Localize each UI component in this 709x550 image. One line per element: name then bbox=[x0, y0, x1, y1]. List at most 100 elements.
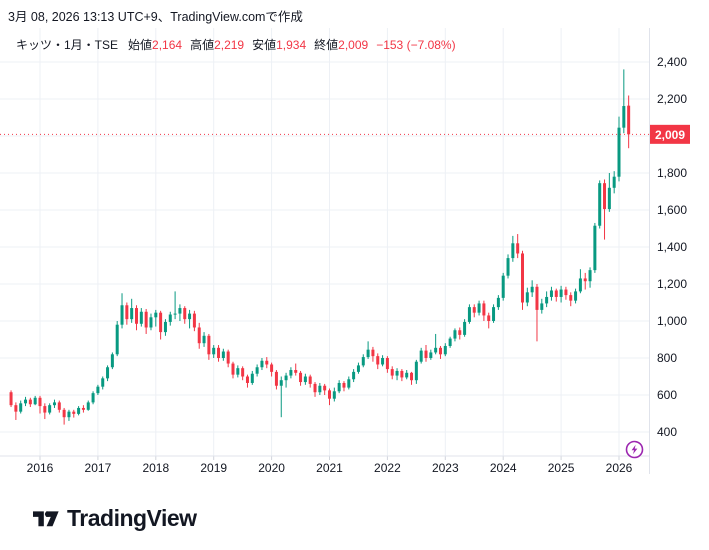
candle-body bbox=[482, 303, 486, 316]
time-axis-label[interactable]: 2021 bbox=[316, 461, 343, 475]
time-axis-label[interactable]: 2019 bbox=[200, 461, 227, 475]
price-axis-label[interactable]: 1,000 bbox=[657, 314, 687, 328]
price-axis-label[interactable]: 1,600 bbox=[657, 203, 687, 217]
tradingview-watermark[interactable]: TradingView bbox=[33, 505, 197, 532]
candle-body bbox=[458, 330, 462, 335]
candle-body bbox=[250, 373, 254, 383]
candle-body bbox=[299, 372, 303, 383]
candle-body bbox=[356, 365, 360, 372]
time-axis-label[interactable]: 2018 bbox=[142, 461, 169, 475]
candle-body bbox=[328, 390, 331, 399]
price-axis-label[interactable]: 1,800 bbox=[657, 166, 687, 180]
candle-body bbox=[438, 347, 442, 355]
price-axis-label[interactable]: 1,400 bbox=[657, 240, 687, 254]
candle-body bbox=[516, 243, 520, 254]
price-axis-label[interactable]: 800 bbox=[657, 351, 677, 365]
candle-body bbox=[405, 372, 409, 378]
candle-body bbox=[217, 347, 221, 358]
candle-body bbox=[588, 270, 592, 282]
candle-body bbox=[318, 385, 322, 393]
candle-body bbox=[530, 286, 534, 293]
candle-body bbox=[72, 411, 76, 414]
candle-body bbox=[279, 380, 283, 386]
candle-body bbox=[110, 354, 114, 368]
flash-icon[interactable] bbox=[624, 439, 645, 460]
candle-body bbox=[366, 349, 370, 358]
candle-body bbox=[96, 386, 100, 394]
candle-body bbox=[501, 275, 505, 298]
time-axis-label[interactable]: 2017 bbox=[85, 461, 112, 475]
candle-body bbox=[376, 356, 380, 365]
candle-body bbox=[607, 187, 611, 210]
candle-body bbox=[19, 403, 23, 412]
time-axis-label[interactable]: 2022 bbox=[374, 461, 401, 475]
candle-body bbox=[477, 303, 481, 313]
candle-body bbox=[221, 351, 225, 358]
price-axis-label[interactable]: 1,200 bbox=[657, 277, 687, 291]
time-axis-label[interactable]: 2023 bbox=[432, 461, 459, 475]
candle-body bbox=[120, 305, 124, 325]
candle-body bbox=[390, 369, 394, 376]
candle-body bbox=[24, 399, 28, 404]
candle-body bbox=[400, 370, 404, 378]
candle-body bbox=[149, 317, 153, 328]
candle-body bbox=[52, 402, 56, 406]
time-axis-label[interactable]: 2026 bbox=[606, 461, 633, 475]
candle-body bbox=[352, 371, 356, 380]
legend: キッツ・1月・TSE 始値2,164 高値2,219 安値1,934 終値2,009 … bbox=[16, 36, 456, 53]
candle-body bbox=[535, 286, 539, 310]
candle-body bbox=[612, 176, 616, 188]
price-axis-label[interactable]: 600 bbox=[657, 388, 677, 402]
candle-body bbox=[255, 367, 259, 374]
brand-name: TradingView bbox=[67, 505, 197, 531]
price-axis-label[interactable]: 2,200 bbox=[657, 92, 687, 106]
ohlc-field: 高値2,219 bbox=[190, 38, 245, 52]
candle-body bbox=[583, 278, 587, 282]
candle-body bbox=[183, 308, 187, 320]
candle-body bbox=[33, 397, 37, 405]
candle-body bbox=[231, 363, 235, 375]
candle-body bbox=[139, 311, 143, 324]
price-axis-label[interactable]: 2,400 bbox=[657, 55, 687, 69]
candle-body bbox=[593, 225, 597, 271]
candle-body bbox=[371, 349, 375, 357]
candle-body bbox=[347, 379, 351, 388]
candle-body bbox=[62, 409, 66, 418]
candle-body bbox=[192, 313, 196, 328]
candle-body bbox=[574, 291, 578, 301]
candle-body bbox=[496, 297, 500, 308]
time-axis-label[interactable]: 2025 bbox=[548, 461, 575, 475]
candle-body bbox=[578, 278, 582, 292]
candle-body bbox=[135, 308, 138, 324]
time-axis-label[interactable]: 2020 bbox=[258, 461, 285, 475]
candle-body bbox=[260, 360, 264, 368]
candle-body bbox=[284, 375, 288, 381]
created-timestamp: 3月 08, 2026 13:13 UTC+9、TradingView.comで… bbox=[8, 10, 303, 24]
candle-body bbox=[549, 290, 553, 297]
candle-body bbox=[492, 307, 496, 321]
time-axis-label[interactable]: 2024 bbox=[490, 461, 517, 475]
candle-body bbox=[337, 382, 341, 392]
time-axis-label[interactable]: 2016 bbox=[27, 461, 54, 475]
candle-body bbox=[448, 338, 452, 346]
candle-body bbox=[540, 303, 544, 310]
candle-body bbox=[395, 370, 399, 376]
last-price-badge bbox=[650, 124, 690, 144]
candle-body bbox=[43, 406, 47, 413]
candle-body bbox=[525, 292, 529, 303]
candle-body bbox=[603, 183, 607, 210]
candle-body bbox=[197, 327, 201, 344]
tradingview-logo-icon bbox=[33, 510, 59, 526]
candle-body bbox=[81, 407, 85, 410]
candle-body bbox=[241, 368, 245, 377]
candle-body bbox=[48, 405, 52, 413]
symbol-title: キッツ・1月・TSE bbox=[16, 38, 119, 52]
candle-body bbox=[385, 358, 389, 370]
candle-body bbox=[289, 370, 293, 376]
candle-body bbox=[91, 393, 95, 403]
ohlc-field: 始値2,164 bbox=[128, 38, 183, 52]
price-axis-label[interactable]: 400 bbox=[657, 425, 677, 439]
candle-body bbox=[569, 295, 573, 301]
candle-body bbox=[86, 402, 90, 410]
